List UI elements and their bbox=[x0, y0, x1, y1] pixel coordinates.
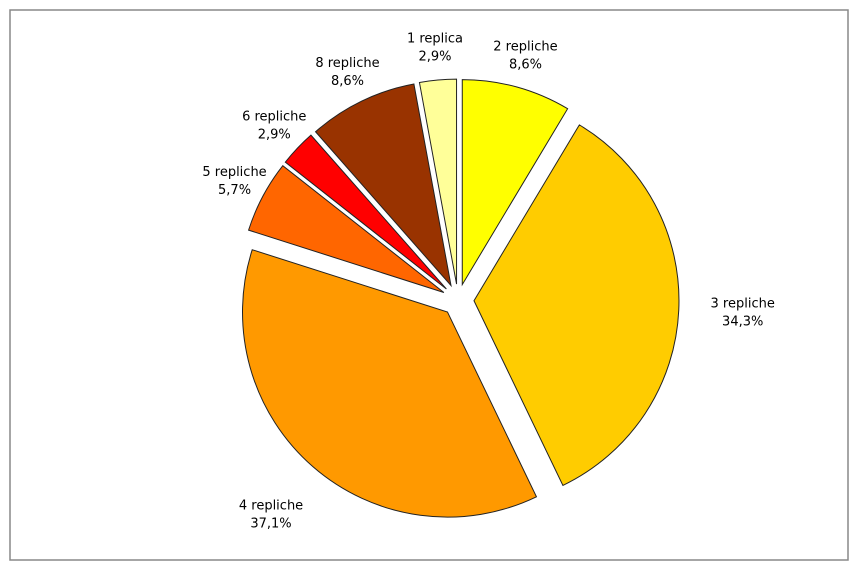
pie-slice bbox=[284, 134, 447, 290]
slice-value-label: 8,6% bbox=[331, 74, 364, 89]
slice-label: 5 repliche bbox=[202, 165, 266, 180]
slice-value-label: 5,7% bbox=[218, 183, 251, 198]
slice-label: 4 repliche bbox=[239, 499, 303, 514]
slice-label: 2 repliche bbox=[493, 40, 557, 55]
slice-label: 8 repliche bbox=[315, 56, 379, 71]
pie-slice bbox=[314, 83, 452, 288]
pie-slice bbox=[461, 79, 569, 287]
slice-value-label: 2,9% bbox=[258, 128, 291, 143]
pie-slice bbox=[247, 164, 445, 293]
slice-value-label: 8,6% bbox=[509, 58, 542, 73]
slice-label: 3 repliche bbox=[711, 296, 775, 311]
slice-value-label: 2,9% bbox=[418, 50, 451, 65]
slice-label: 1 replica bbox=[407, 32, 463, 47]
pie-slice bbox=[242, 249, 538, 518]
pie-slice bbox=[473, 124, 680, 487]
slice-label: 6 repliche bbox=[242, 110, 306, 125]
slice-value-label: 34,3% bbox=[722, 314, 763, 329]
pie-slice bbox=[418, 78, 458, 285]
slice-value-label: 37,1% bbox=[250, 517, 291, 532]
